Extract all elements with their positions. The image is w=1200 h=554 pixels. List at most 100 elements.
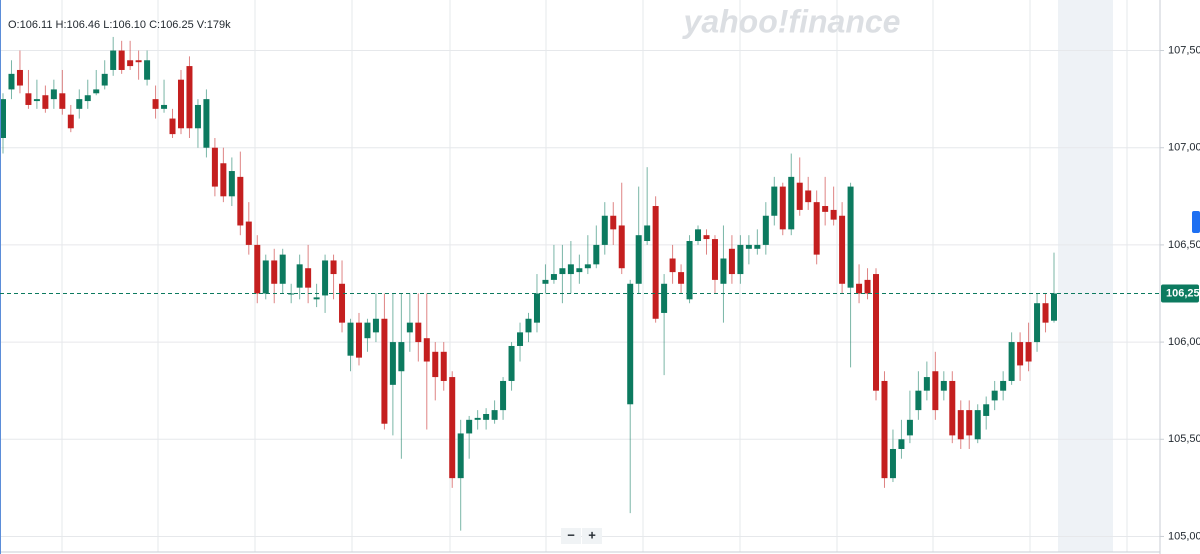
candle-body	[228, 171, 235, 197]
candle-body	[601, 215, 608, 245]
candle-body	[508, 345, 515, 381]
candle-body	[169, 118, 176, 135]
candle-body	[203, 99, 210, 148]
candle-body	[923, 377, 930, 391]
y-tick-label: 105,00	[1168, 530, 1200, 542]
candle-body	[703, 235, 710, 240]
candles	[0, 36, 1057, 531]
candle-body	[296, 264, 303, 288]
candle-body	[423, 338, 430, 362]
candle-body	[728, 248, 735, 275]
candle-body	[847, 186, 854, 288]
candle-body	[194, 104, 201, 129]
candle-body	[33, 99, 40, 102]
candle-body	[686, 241, 693, 300]
candle-body	[364, 322, 371, 339]
candle-body	[889, 448, 896, 479]
candle-body	[711, 239, 718, 280]
zoom-out-button[interactable]	[561, 528, 581, 544]
candle-body	[245, 221, 252, 245]
watermark: yahoo!finance	[682, 3, 901, 39]
candle-body	[779, 186, 786, 230]
candle-body	[983, 404, 990, 416]
future-area	[1058, 0, 1113, 552]
zoom-in-label: +	[588, 527, 596, 542]
candle-body	[635, 235, 642, 284]
zoom-in-button[interactable]	[582, 528, 602, 544]
candle-body	[144, 60, 151, 80]
candle-body	[669, 258, 676, 273]
candle-body	[550, 274, 557, 280]
candle-body	[381, 318, 388, 424]
candle-body	[67, 114, 74, 129]
candle-body	[873, 274, 880, 391]
y-tick-label: 107,50	[1168, 44, 1200, 56]
candle-body	[254, 244, 261, 294]
candle-body	[644, 225, 651, 242]
candle-body	[491, 410, 498, 420]
candle-body	[940, 380, 947, 391]
candle-body	[474, 417, 481, 420]
y-tick-label: 107,00	[1168, 142, 1200, 154]
candle-body	[76, 99, 83, 109]
candle-body	[237, 176, 244, 226]
last-price-box	[1161, 284, 1199, 303]
candle-body	[389, 342, 396, 385]
candle-body	[864, 279, 871, 294]
candle-body	[1034, 303, 1041, 343]
candle-body	[432, 351, 439, 378]
candle-body	[262, 260, 269, 294]
candle-body	[593, 244, 600, 265]
candle-body	[754, 244, 761, 249]
candle-body	[966, 410, 973, 436]
candle-body	[533, 293, 540, 323]
candle-body	[466, 419, 473, 434]
candle-body	[118, 50, 125, 70]
y-tick-label: 105,50	[1168, 433, 1200, 445]
candle-body	[525, 318, 532, 333]
candle-body	[618, 225, 625, 269]
candle-body	[305, 268, 312, 288]
y-tick-label: 106,00	[1168, 336, 1200, 348]
candle-body	[279, 254, 286, 284]
candle-body	[1042, 303, 1049, 323]
candle-body	[542, 279, 549, 284]
candle-body	[322, 260, 329, 296]
candle-body	[822, 206, 829, 212]
candle-body	[559, 268, 566, 275]
candle-body	[440, 351, 447, 381]
candle-body	[1051, 293, 1057, 321]
zoom-controls: − +	[561, 527, 602, 544]
candle-body	[991, 390, 998, 401]
candle-body	[627, 283, 634, 405]
candle-body	[720, 258, 727, 284]
zoom-out-label: −	[567, 527, 575, 542]
candle-body	[584, 264, 591, 269]
candle-body	[610, 215, 617, 230]
candle-body	[220, 163, 227, 197]
candle-body	[177, 79, 184, 129]
candle-body	[372, 318, 379, 333]
candle-body	[652, 206, 659, 319]
candle-body	[678, 272, 685, 284]
candle-body	[737, 244, 744, 275]
candle-body	[483, 414, 490, 420]
side-tab[interactable]	[1192, 211, 1200, 233]
candle-body	[788, 176, 795, 230]
candle-body	[1000, 380, 1007, 391]
candle-body	[805, 190, 812, 203]
candle-body	[398, 342, 405, 372]
y-tick-label: 106,50	[1168, 239, 1200, 251]
candle-body	[771, 186, 778, 216]
candle-body	[110, 50, 117, 70]
candle-body	[152, 99, 159, 109]
ohlc-header: O:106.11 H:106.46 L:106.10 C:106.25 V:17…	[8, 19, 231, 31]
candle-body	[313, 297, 320, 300]
candle-body	[457, 433, 464, 479]
candle-body	[881, 380, 888, 479]
candle-body	[127, 60, 134, 67]
candle-body	[415, 322, 422, 343]
candle-body	[745, 244, 752, 249]
candle-body	[1025, 342, 1032, 362]
